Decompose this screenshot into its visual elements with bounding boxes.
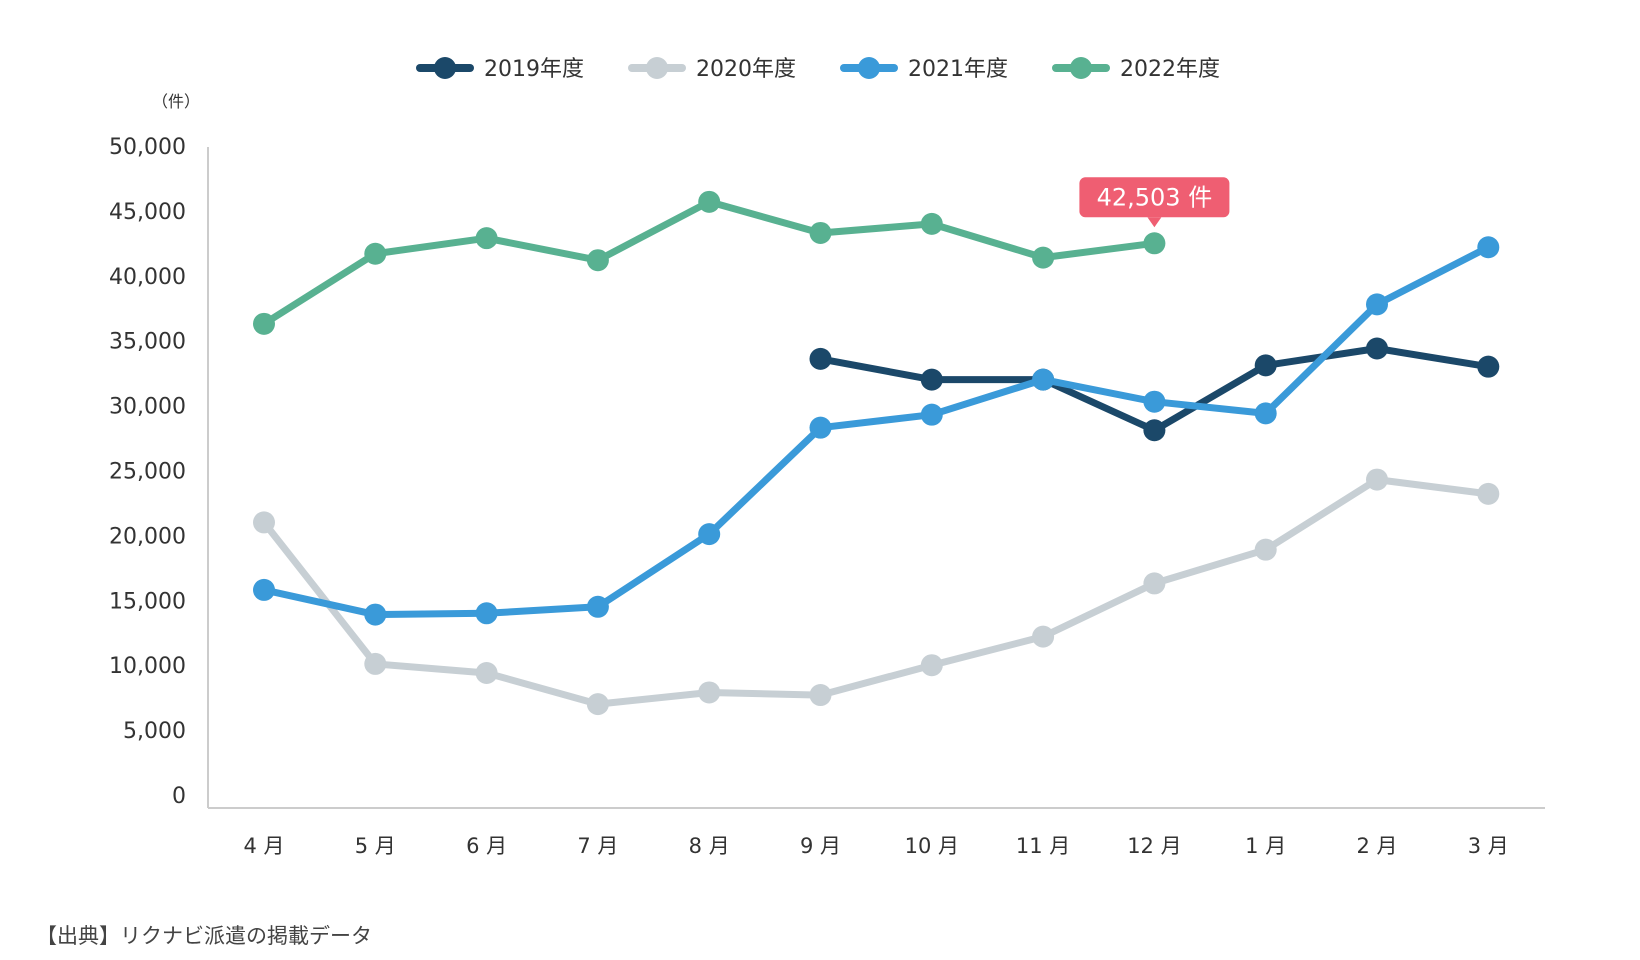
data-point: [920, 403, 943, 426]
data-point: [809, 221, 832, 244]
y-axis-tick-labels: 50,000 45,000 40,000 35,000 30,000 25,000 20,0…: [109, 135, 186, 809]
source-note: 【出典】リクナビ派遣の掲載データ: [36, 924, 372, 948]
callout-text: 42,503 件: [1097, 183, 1213, 211]
legend-label: 2021年度: [908, 57, 1008, 82]
data-point: [1366, 337, 1388, 360]
data-point: [920, 654, 943, 677]
y-tick-label: 20,000: [109, 524, 186, 549]
y-tick-label: 5,000: [123, 719, 186, 744]
data-point: [809, 684, 832, 707]
legend-label: 2019年度: [484, 57, 584, 82]
data-point: [1477, 236, 1500, 259]
legend-swatch-marker: [1070, 57, 1092, 79]
data-point: [586, 693, 609, 716]
y-axis-unit-label: （件）: [152, 92, 200, 111]
x-axis-tick-labels: 4 月 5 月 6 月 7 月 8 月 9 月 10 月 11 月 12 月 1 月 2 月 3 月: [243, 834, 1508, 858]
y-tick-label: 40,000: [109, 265, 186, 290]
data-point: [1477, 482, 1500, 505]
value-callout: 42,503 件: [1079, 177, 1230, 228]
callout-pointer: [1147, 217, 1162, 228]
y-tick-label: 15,000: [109, 589, 186, 614]
series: [253, 236, 1500, 626]
data-point: [475, 661, 498, 684]
data-point: [920, 368, 943, 391]
data-point: [475, 602, 498, 625]
series-layer: [253, 190, 1500, 716]
x-tick-label: 3 月: [1468, 834, 1509, 858]
x-tick-label: 8 月: [689, 834, 730, 858]
series-line: [260, 198, 1158, 328]
data-point: [253, 511, 275, 534]
legend-swatch-marker: [434, 57, 456, 79]
y-tick-label: 10,000: [109, 654, 186, 679]
data-point: [1032, 625, 1055, 648]
series-line: [260, 476, 1492, 708]
legend-item: 2022年度: [1052, 57, 1220, 82]
data-point: [586, 249, 609, 272]
y-tick-label: 35,000: [109, 330, 186, 355]
y-tick-label: 50,000: [109, 135, 186, 160]
chart-legend: 2019年度 2020年度 2021年度 2022年度: [416, 57, 1220, 82]
data-point: [1143, 572, 1166, 595]
legend-item: 2019年度: [416, 57, 584, 82]
data-point: [364, 242, 387, 265]
data-point: [1254, 538, 1277, 561]
legend-label: 2022年度: [1120, 57, 1220, 82]
x-tick-label: 5 月: [355, 834, 396, 858]
data-point: [364, 603, 387, 626]
series: [809, 337, 1500, 442]
x-tick-label: 1 月: [1245, 834, 1286, 858]
data-point: [698, 190, 721, 213]
data-point: [1366, 468, 1388, 491]
data-point: [1143, 419, 1166, 442]
series-line: [260, 243, 1492, 619]
data-point: [1143, 390, 1166, 413]
legend-swatch-marker: [646, 57, 668, 79]
y-tick-label: 25,000: [109, 460, 186, 485]
data-point: [1254, 402, 1277, 425]
x-tick-label: 4 月: [243, 834, 284, 858]
data-point: [1366, 293, 1388, 316]
data-point: [586, 595, 609, 618]
legend-item: 2021年度: [840, 57, 1008, 82]
legend-label: 2020年度: [696, 57, 796, 82]
legend-item: 2020年度: [628, 57, 796, 82]
data-point: [698, 523, 721, 546]
data-point: [253, 578, 275, 601]
x-tick-label: 12 月: [1127, 834, 1181, 858]
data-point: [698, 681, 721, 704]
data-point: [1032, 368, 1055, 391]
data-point: [809, 347, 832, 370]
data-point: [1254, 354, 1277, 377]
y-tick-label: 30,000: [109, 395, 186, 420]
data-point: [364, 652, 387, 675]
data-point: [1477, 355, 1500, 378]
x-tick-label: 11 月: [1016, 834, 1070, 858]
x-tick-label: 10 月: [905, 834, 959, 858]
x-tick-label: 7 月: [577, 834, 618, 858]
y-tick-label: 0: [172, 784, 186, 809]
data-point: [475, 227, 498, 250]
data-point: [920, 212, 943, 235]
data-point: [809, 416, 832, 439]
series: [253, 190, 1166, 335]
chart-axes: [207, 147, 1545, 809]
y-tick-label: 45,000: [109, 200, 186, 225]
data-point: [1143, 232, 1166, 255]
series: [253, 468, 1500, 716]
callout-box: [1079, 177, 1230, 218]
data-point: [253, 312, 275, 335]
x-tick-label: 6 月: [466, 834, 507, 858]
x-tick-label: 2 月: [1356, 834, 1397, 858]
data-point: [1032, 246, 1055, 269]
x-tick-label: 9 月: [800, 834, 841, 858]
legend-swatch-marker: [858, 57, 880, 79]
